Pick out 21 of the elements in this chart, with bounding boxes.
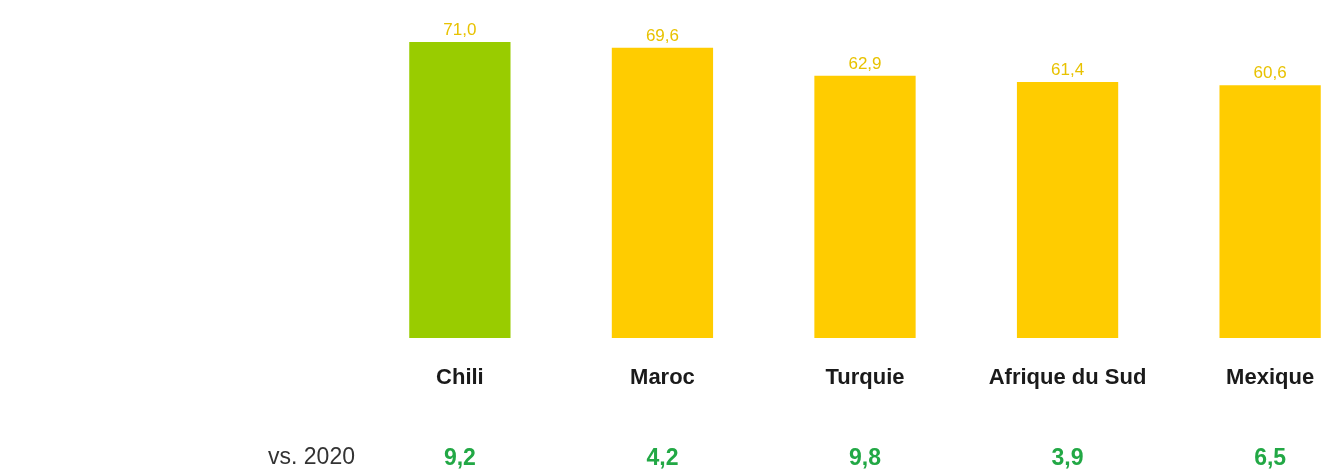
text: 3,9 bbox=[1051, 444, 1084, 470]
bar bbox=[1016, 82, 1119, 338]
data-label: 71,0 bbox=[443, 20, 477, 39]
bar bbox=[611, 47, 714, 338]
x-tick-label: Turquie bbox=[825, 363, 905, 389]
x-tick-label: Mexique bbox=[1226, 363, 1315, 389]
x-tick-label: Maroc bbox=[630, 363, 695, 389]
data-label: 61,4 bbox=[1051, 60, 1085, 80]
data-label: 69,6 bbox=[645, 25, 679, 45]
text: 9,2 bbox=[443, 444, 476, 470]
bar bbox=[1219, 85, 1321, 338]
bar bbox=[814, 75, 916, 338]
data-label: 60,6 bbox=[1253, 63, 1287, 83]
bar bbox=[409, 42, 511, 338]
data-label: 62,9 bbox=[848, 53, 882, 73]
x-tick-label: Afrique du Sud bbox=[988, 363, 1147, 389]
text: vs. 2020 bbox=[268, 443, 355, 469]
x-tick-label: Chili bbox=[436, 363, 484, 389]
text: 6,5 bbox=[1254, 444, 1287, 470]
text: 9,8 bbox=[849, 444, 882, 470]
text: 4,2 bbox=[646, 444, 679, 470]
